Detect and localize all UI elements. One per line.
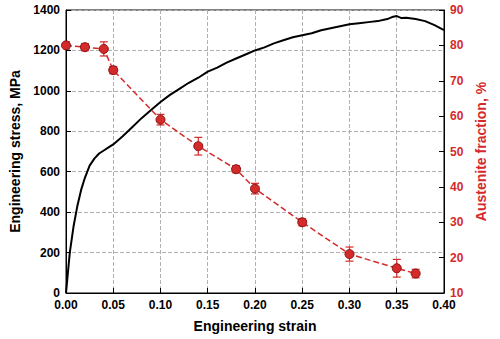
svg-text:800: 800 bbox=[40, 124, 60, 138]
svg-text:0.20: 0.20 bbox=[243, 298, 267, 312]
svg-text:60: 60 bbox=[450, 109, 464, 123]
svg-text:600: 600 bbox=[40, 165, 60, 179]
svg-text:0.40: 0.40 bbox=[432, 298, 456, 312]
svg-text:Engineering strain: Engineering strain bbox=[194, 318, 317, 334]
svg-text:1400: 1400 bbox=[33, 3, 60, 17]
svg-text:10: 10 bbox=[450, 286, 464, 300]
svg-text:0.30: 0.30 bbox=[338, 298, 362, 312]
svg-text:0.35: 0.35 bbox=[385, 298, 409, 312]
svg-text:0.25: 0.25 bbox=[291, 298, 315, 312]
svg-text:40: 40 bbox=[450, 180, 464, 194]
svg-text:20: 20 bbox=[450, 251, 464, 265]
svg-text:1000: 1000 bbox=[33, 84, 60, 98]
svg-text:90: 90 bbox=[450, 3, 464, 17]
svg-text:Austenite fraction, %: Austenite fraction, % bbox=[473, 81, 489, 221]
svg-text:50: 50 bbox=[450, 145, 464, 159]
svg-text:1200: 1200 bbox=[33, 43, 60, 57]
svg-text:0.05: 0.05 bbox=[102, 298, 126, 312]
svg-text:70: 70 bbox=[450, 74, 464, 88]
svg-text:0.15: 0.15 bbox=[196, 298, 220, 312]
svg-text:0.00: 0.00 bbox=[54, 298, 78, 312]
svg-text:80: 80 bbox=[450, 38, 464, 52]
svg-text:Engineering stress, MPa: Engineering stress, MPa bbox=[7, 70, 23, 233]
svg-text:400: 400 bbox=[40, 205, 60, 219]
svg-text:200: 200 bbox=[40, 246, 60, 260]
svg-text:30: 30 bbox=[450, 215, 464, 229]
svg-text:0.10: 0.10 bbox=[149, 298, 173, 312]
svg-text:0: 0 bbox=[53, 286, 60, 300]
